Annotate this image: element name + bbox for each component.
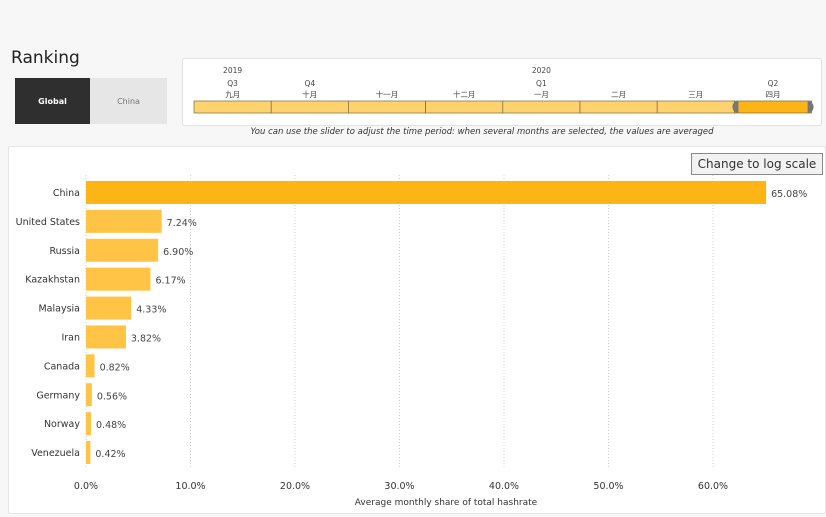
category-label: Venezuela <box>31 448 80 459</box>
x-tick-label: 60.0% <box>698 481 728 492</box>
category-label: Canada <box>44 361 80 372</box>
log-scale-button[interactable]: Change to log scale <box>691 153 823 175</box>
bar-norway <box>86 412 92 436</box>
value-label: 7.24% <box>167 218 197 229</box>
year-label: 2019 <box>223 66 242 75</box>
time-slider[interactable]: 九月 十月 十一月 十二月 一月 二月 三月 四月 Q3 Q4 Q1 Q2 2019 2020 <box>182 58 822 126</box>
bar-germany <box>86 383 92 407</box>
month-label: 十二月 <box>453 89 476 99</box>
x-tick-label: 30.0% <box>384 481 414 492</box>
bar-canada <box>86 354 95 378</box>
value-label: 0.48% <box>96 420 126 431</box>
bar-venezuela <box>86 441 91 465</box>
value-label: 65.08% <box>771 189 807 200</box>
category-label: Kazakhstan <box>25 275 80 286</box>
x-tick-label: 50.0% <box>593 481 623 492</box>
bar-russia <box>86 238 159 262</box>
time-slider-track[interactable]: 九月 十月 十一月 十二月 一月 二月 三月 四月 Q3 Q4 Q1 Q2 2019 2020 <box>183 59 821 125</box>
category-label: China <box>53 188 80 199</box>
quarter-label: Q4 <box>304 79 315 88</box>
x-axis-title: Average monthly share of total hashrate <box>355 498 538 508</box>
slider-handle-left[interactable] <box>732 101 739 113</box>
bar-united-states <box>86 209 162 233</box>
bar-malaysia <box>86 296 132 320</box>
month-label: 二月 <box>611 90 626 99</box>
month-label: 四月 <box>766 90 781 99</box>
category-label: Germany <box>36 390 80 401</box>
value-label: 0.56% <box>97 391 127 402</box>
bar-kazakhstan <box>86 267 151 291</box>
tab-global[interactable]: Global <box>15 78 90 124</box>
tab-china[interactable]: China <box>90 78 167 124</box>
value-label: 6.90% <box>163 247 193 258</box>
month-label: 九月 <box>225 90 240 99</box>
value-label: 0.42% <box>95 449 125 460</box>
bar-iran <box>86 325 126 349</box>
month-label: 十一月 <box>376 89 399 99</box>
year-label: 2020 <box>532 66 551 75</box>
bar-china <box>86 180 767 204</box>
month-label: 一月 <box>534 90 549 99</box>
quarter-label: Q2 <box>768 79 779 88</box>
month-label: 十月 <box>302 89 317 99</box>
value-label: 6.17% <box>155 276 185 287</box>
value-label: 3.82% <box>131 333 161 344</box>
x-tick-label: 20.0% <box>280 481 310 492</box>
x-tick-label: 0.0% <box>74 481 98 492</box>
category-label: United States <box>16 217 80 228</box>
value-label: 0.82% <box>100 362 130 373</box>
quarter-label: Q1 <box>536 79 547 88</box>
slider-note: You can use the slider to adjust the tim… <box>250 127 714 137</box>
chart-panel <box>8 146 826 514</box>
category-label: Malaysia <box>38 304 80 315</box>
quarter-label: Q3 <box>227 79 238 88</box>
slider-handle-right[interactable] <box>807 101 814 113</box>
category-label: Russia <box>49 246 80 257</box>
value-label: 4.33% <box>136 305 166 316</box>
x-tick-label: 10.0% <box>175 481 205 492</box>
month-label: 三月 <box>688 90 703 99</box>
x-tick-label: 40.0% <box>489 481 519 492</box>
page-title: Ranking <box>11 48 80 68</box>
category-label: Iran <box>61 332 80 343</box>
category-label: Norway <box>44 419 80 430</box>
